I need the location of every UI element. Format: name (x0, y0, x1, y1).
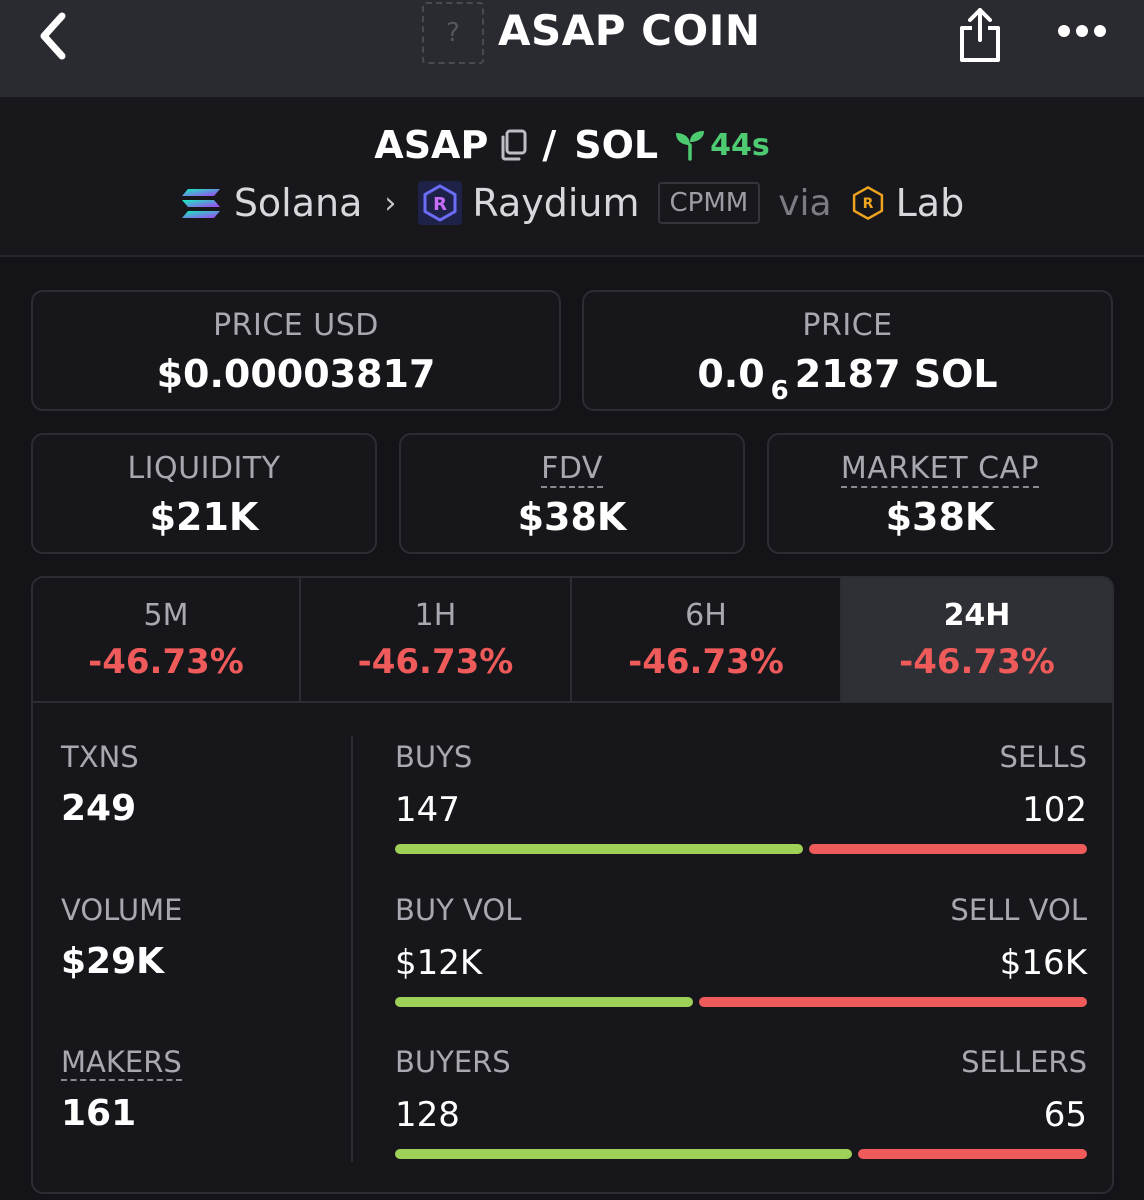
chain-breadcrumb: Solana › R Raydium CPMM via R Lab (0, 181, 1144, 225)
svg-text:R: R (862, 196, 873, 212)
price-usd-value: $0.00003817 (156, 352, 436, 396)
pair-age: 44s (710, 127, 770, 163)
market-cap-value: $38K (885, 495, 995, 539)
makers-label: MAKERS (61, 1045, 182, 1081)
buyers-value: 128 (395, 1095, 460, 1135)
price-native-suffix: 2187 SOL (794, 352, 998, 396)
tab-label: 1H (414, 598, 457, 633)
pair-name-row: ASAP / SOL 44s (0, 123, 1144, 167)
volume-breakdown: BUY VOL SELL VOL $12K $16K (395, 893, 1087, 1007)
fdv-value: $38K (517, 495, 627, 539)
price-usd-card: PRICE USD $0.00003817 (31, 290, 561, 411)
sell-vol-label: SELL VOL (950, 893, 1087, 927)
liquidity-value: $21K (149, 495, 259, 539)
sellers-label: SELLERS (961, 1045, 1087, 1079)
txns-metric: TXNS 249 (61, 740, 139, 829)
pair-separator: / (542, 123, 557, 167)
price-native-label: PRICE (802, 308, 893, 343)
buy-vol-value: $12K (395, 943, 483, 983)
volume-value: $29K (61, 941, 165, 982)
makers-metric[interactable]: MAKERS 161 (61, 1045, 182, 1134)
price-native-prefix: 0.0 (697, 352, 765, 396)
txns-panel: 5M -46.73% 1H -46.73% 6H -46.73% 24H -46… (31, 576, 1114, 1194)
pool-type-badge: CPMM (657, 182, 761, 224)
makers-bar (395, 1149, 1087, 1159)
launchpad-link[interactable]: Lab (895, 181, 965, 225)
price-native-card: PRICE 0.0 6 2187 SOL (582, 290, 1113, 411)
top-bar: ? ASAP COIN (0, 0, 1144, 97)
price-change: -46.73% (88, 642, 244, 682)
page-title: ASAP COIN (498, 6, 761, 55)
volume-label: VOLUME (61, 893, 183, 927)
raydium-icon: R (418, 181, 463, 225)
buyers-label: BUYERS (395, 1045, 511, 1079)
buy-share-bar (395, 997, 693, 1007)
chain-link-solana[interactable]: Solana (233, 181, 363, 225)
price-change: -46.73% (357, 642, 514, 682)
price-usd-label: PRICE USD (213, 308, 379, 343)
launchlab-icon: R (852, 186, 883, 220)
solana-icon (181, 189, 220, 218)
pair-quote-symbol: SOL (574, 123, 659, 167)
sell-share-bar (857, 1149, 1087, 1159)
tab-label: 6H (685, 598, 727, 633)
sells-label: SELLS (999, 740, 1087, 774)
fdv-label: FDV (541, 451, 603, 488)
column-divider (351, 736, 353, 1162)
liquidity-card: LIQUIDITY $21K (31, 433, 377, 554)
price-native-zero-count: 6 (770, 376, 789, 406)
tab-6h[interactable]: 6H -46.73% (572, 578, 842, 701)
pair-header: ASAP / SOL 44s Solana › (0, 97, 1144, 257)
volume-bar (395, 997, 1087, 1007)
via-label: via (778, 182, 832, 224)
buys-value: 147 (395, 790, 460, 830)
price-native-value: 0.0 6 2187 SOL (584, 352, 1111, 406)
back-icon (40, 12, 66, 60)
share-button[interactable] (956, 4, 1004, 64)
makers-value: 161 (61, 1093, 137, 1134)
fdv-card[interactable]: FDV $38K (399, 433, 745, 554)
buy-share-bar (395, 844, 804, 854)
tab-label: 24H (943, 598, 1011, 633)
sprout-icon (676, 131, 705, 161)
price-change: -46.73% (628, 642, 784, 682)
sell-vol-value: $16K (999, 943, 1087, 983)
txns-label: TXNS (61, 740, 139, 774)
svg-text:R: R (433, 194, 447, 215)
txns-value: 249 (61, 788, 137, 829)
pair-base-symbol: ASAP (374, 123, 489, 167)
market-cap-label: MARKET CAP (840, 451, 1040, 488)
buys-label: BUYS (395, 740, 473, 774)
market-cap-card[interactable]: MARKET CAP $38K (767, 433, 1113, 554)
buy-share-bar (395, 1149, 852, 1159)
sellers-value: 65 (1043, 1095, 1087, 1135)
price-change: -46.73% (899, 642, 1055, 682)
back-button[interactable] (34, 8, 74, 60)
sell-share-bar (809, 844, 1087, 854)
thumbnail-placeholder: ? (446, 18, 460, 48)
share-icon (960, 8, 1000, 62)
tab-1h[interactable]: 1H -46.73% (301, 578, 572, 701)
buys-sells-breakdown: BUYS SELLS 147 102 (395, 740, 1087, 854)
token-thumbnail: ? (422, 2, 484, 64)
copy-icon[interactable] (498, 129, 528, 161)
period-tabs: 5M -46.73% 1H -46.73% 6H -46.73% 24H -46… (33, 578, 1112, 703)
makers-breakdown: BUYERS SELLERS 128 65 (395, 1045, 1087, 1159)
tab-5m[interactable]: 5M -46.73% (33, 578, 301, 701)
dex-link-raydium[interactable]: Raydium (472, 181, 640, 225)
buy-vol-label: BUY VOL (395, 893, 522, 927)
more-icon (1058, 25, 1106, 37)
volume-metric: VOLUME $29K (61, 893, 182, 982)
sells-value: 102 (1022, 790, 1087, 830)
sell-share-bar (698, 997, 1087, 1007)
tab-24h[interactable]: 24H -46.73% (842, 578, 1112, 701)
chevron-right-icon: › (384, 185, 397, 221)
liquidity-label: LIQUIDITY (127, 451, 281, 486)
buys-sells-bar (395, 844, 1087, 854)
tab-label: 5M (143, 598, 189, 633)
more-options-button[interactable] (1056, 16, 1108, 46)
